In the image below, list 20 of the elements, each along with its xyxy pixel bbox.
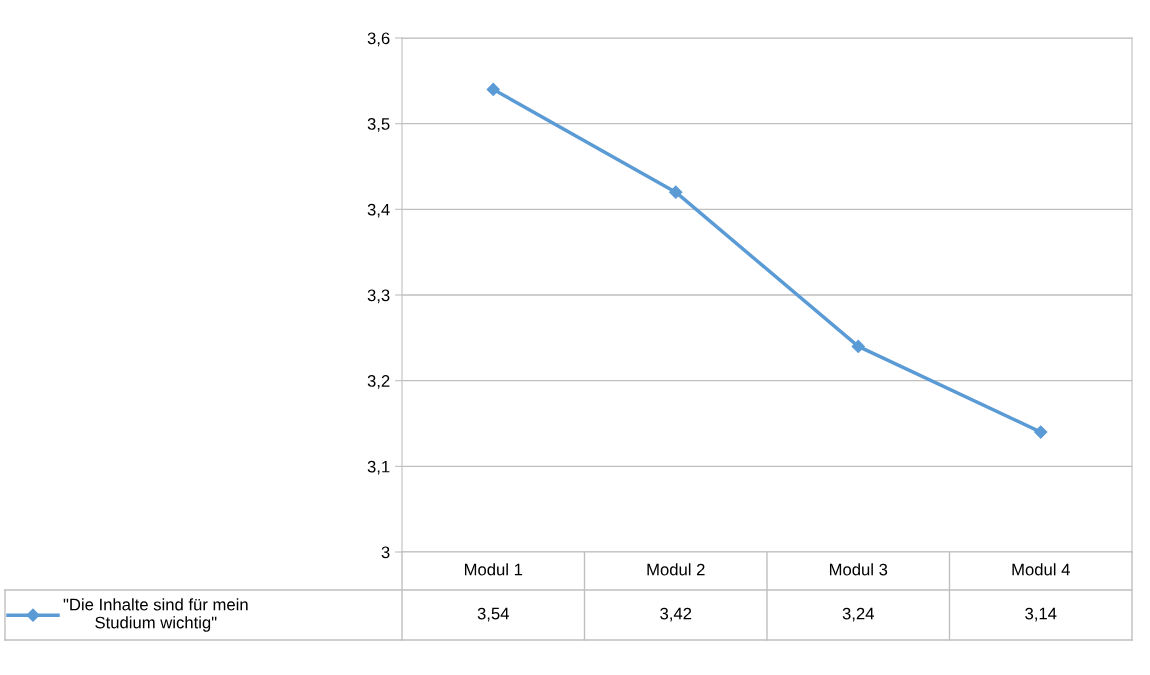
y-tick-label: 3,4 <box>367 203 390 218</box>
y-tick-label: 3,2 <box>367 375 390 389</box>
point <box>851 339 865 353</box>
x-tick-label: Modul 3 <box>829 563 888 576</box>
data-label: 3,14 <box>1025 607 1057 622</box>
data-label: 3,54 <box>477 607 509 622</box>
y-tick-label: 3 <box>381 546 390 559</box>
data-label: 3,42 <box>660 607 692 622</box>
x-tick-label: Modul 2 <box>647 563 705 576</box>
data-label: 3,24 <box>842 607 874 622</box>
y-tick-label: 3,3 <box>367 289 390 304</box>
x-tick-label: Modul 4 <box>1012 563 1070 576</box>
point <box>669 185 683 199</box>
y-tick-label: 3,1 <box>367 460 390 475</box>
point <box>486 82 500 96</box>
y-tick-label: 3,5 <box>367 118 390 132</box>
y-tick-label: 3,6 <box>367 32 390 47</box>
point <box>1034 425 1048 439</box>
x-tick-label: Modul 1 <box>464 563 523 576</box>
legend-label: "Die Inhalte sind für mein Studium wichtig" <box>63 598 248 632</box>
